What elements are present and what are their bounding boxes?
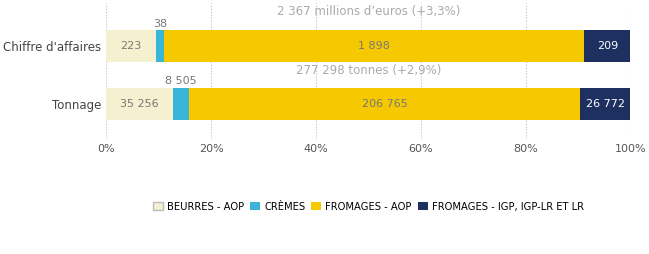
- Bar: [106, 88, 173, 120]
- Text: 209: 209: [596, 41, 618, 51]
- Text: 35 256: 35 256: [121, 99, 159, 109]
- Text: 38: 38: [153, 19, 167, 28]
- Text: 26 772: 26 772: [585, 99, 624, 109]
- Bar: [164, 30, 584, 62]
- Legend: BEURRES - AOP, CRÈMES, FROMAGES - AOP, FROMAGES - IGP, IGP-LR ET LR: BEURRES - AOP, CRÈMES, FROMAGES - AOP, F…: [149, 198, 588, 216]
- Bar: [580, 88, 630, 120]
- Text: 277 298 tonnes (+2,9%): 277 298 tonnes (+2,9%): [296, 64, 441, 77]
- Bar: [189, 88, 580, 120]
- Bar: [156, 30, 164, 62]
- Text: 2 367 millions d’euros (+3,3%): 2 367 millions d’euros (+3,3%): [276, 5, 460, 18]
- Bar: [173, 88, 189, 120]
- Text: 1 898: 1 898: [358, 41, 390, 51]
- Text: 223: 223: [121, 41, 141, 51]
- Bar: [106, 30, 156, 62]
- Text: 8 505: 8 505: [165, 76, 197, 86]
- Bar: [584, 30, 630, 62]
- Text: 206 765: 206 765: [361, 99, 408, 109]
